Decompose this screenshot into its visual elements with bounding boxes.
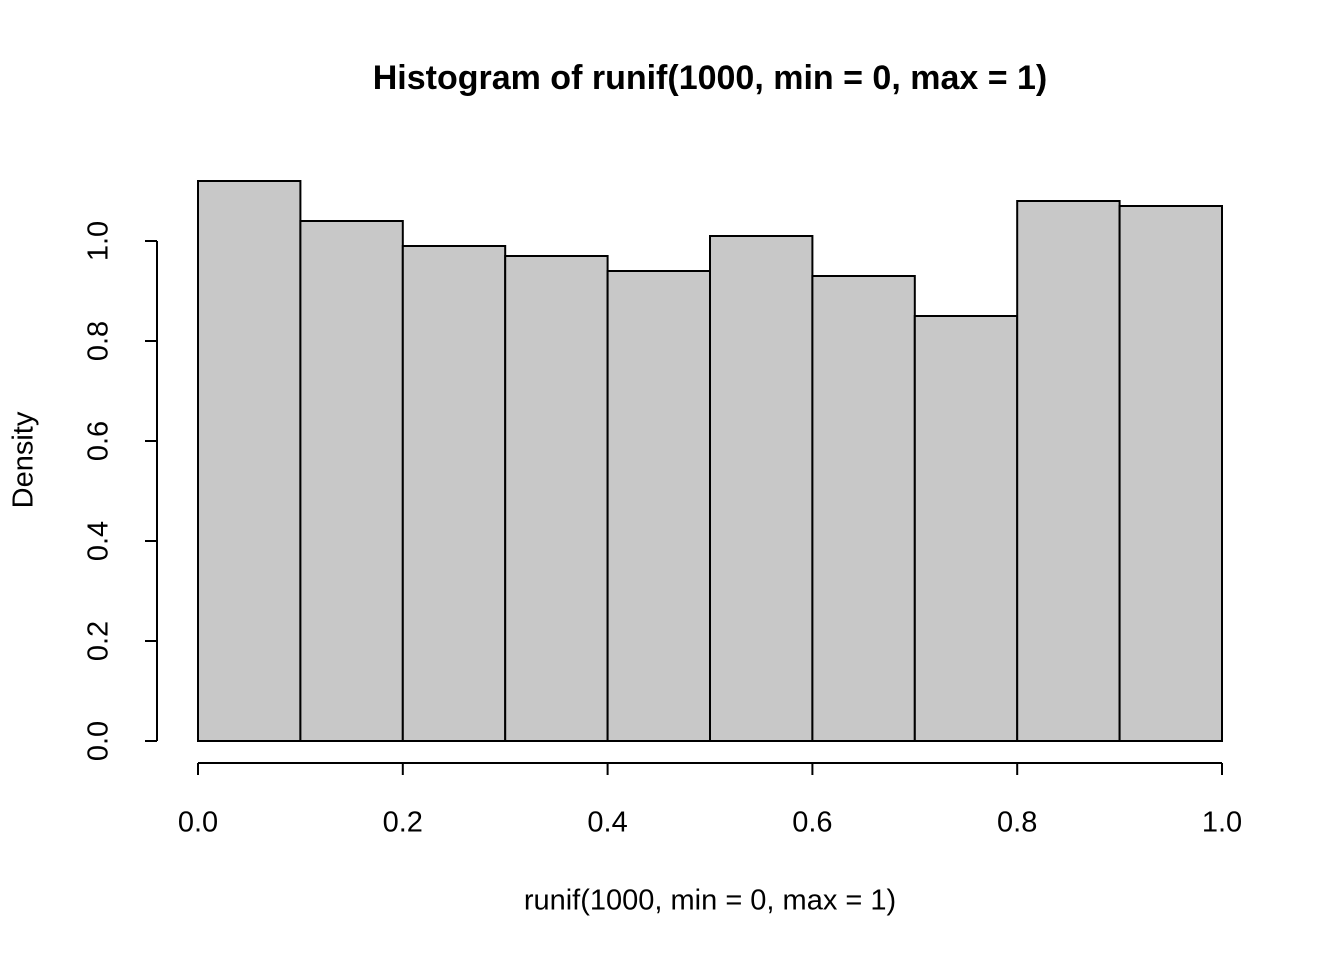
- bar: [811, 275, 916, 742]
- y-tick-label: 0.6: [83, 421, 115, 461]
- bar: [504, 255, 609, 742]
- x-tick-label: 0.8: [997, 807, 1037, 839]
- bar: [1118, 205, 1223, 742]
- chart-title: Histogram of runif(1000, min = 0, max = …: [373, 59, 1048, 97]
- x-axis-label: runif(1000, min = 0, max = 1): [524, 885, 896, 917]
- x-tick-label: 0.4: [587, 807, 627, 839]
- x-tick-label: 0.0: [178, 807, 218, 839]
- bar: [606, 270, 711, 742]
- bar: [197, 180, 302, 742]
- x-tick-label: 0.6: [792, 807, 832, 839]
- y-tick-label: 0.8: [83, 321, 115, 361]
- bar: [709, 235, 814, 742]
- y-tick-label: 1.0: [83, 221, 115, 261]
- bar: [401, 245, 507, 742]
- y-tick-label: 0.4: [83, 521, 115, 561]
- y-tick-label: 0.2: [83, 621, 115, 661]
- y-tick-label: 0.0: [83, 721, 115, 761]
- bar: [299, 220, 404, 742]
- bar: [913, 315, 1019, 742]
- bar: [1016, 200, 1121, 742]
- x-tick-label: 0.2: [383, 807, 423, 839]
- y-axis-label: Density: [8, 411, 40, 508]
- x-tick-label: 1.0: [1202, 807, 1242, 839]
